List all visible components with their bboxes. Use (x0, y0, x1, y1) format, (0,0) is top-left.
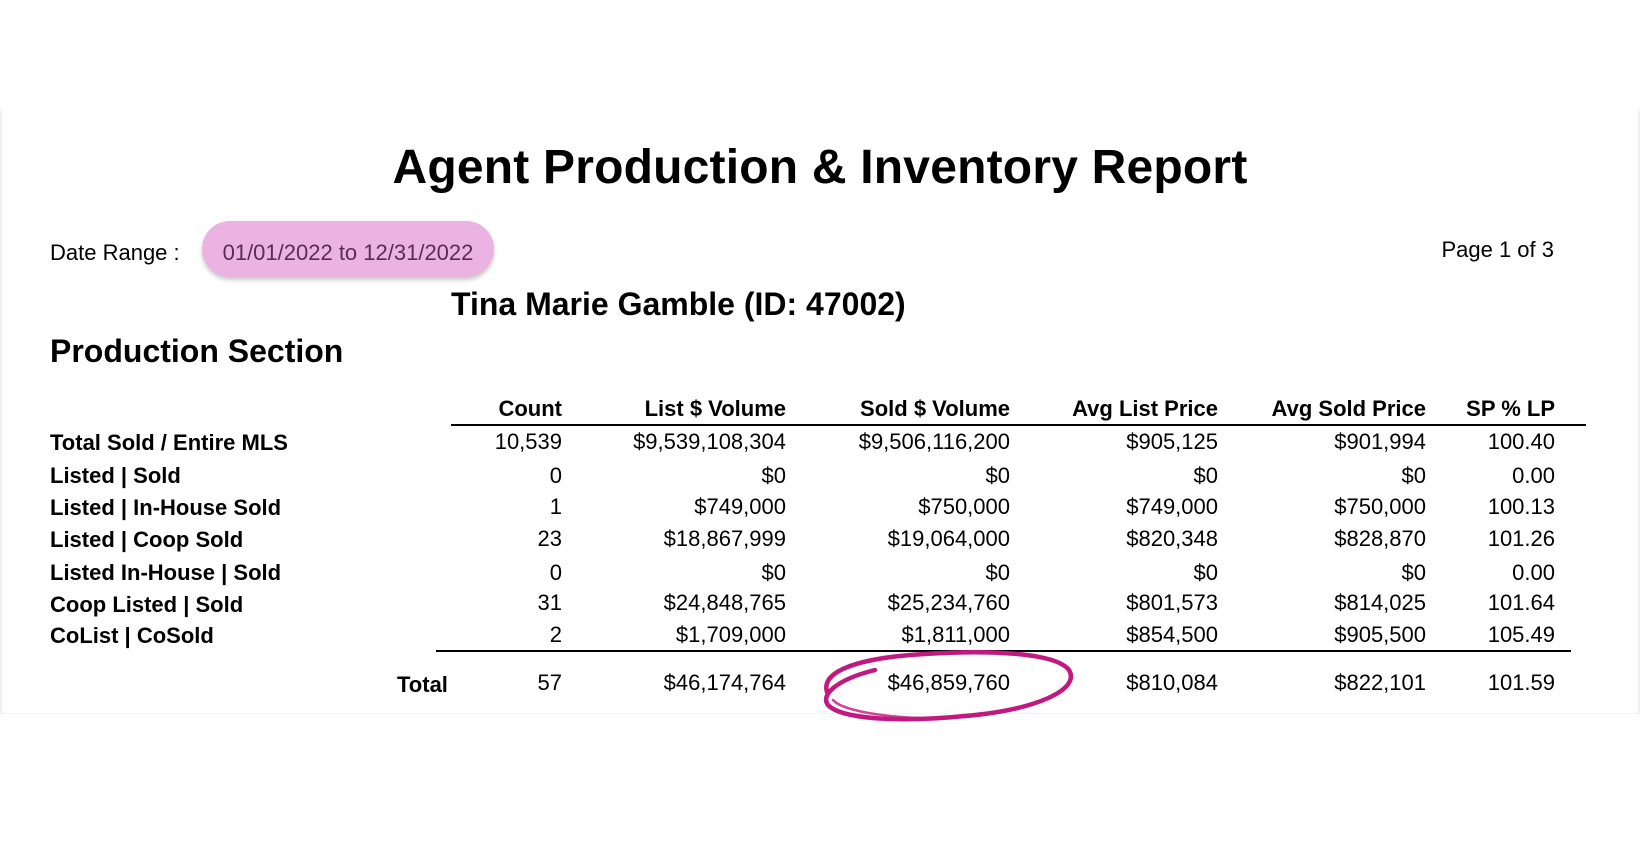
table-cell-sold-volume: $25,234,760 (887, 590, 1010, 615)
table-cell-avg-list-price: $820,348 (1126, 526, 1218, 551)
report-page (0, 111, 1640, 714)
table-cell-list-volume: $24,848,765 (663, 590, 786, 615)
table-cell-avg-list-price: $0 (1193, 463, 1218, 488)
table-cell-sp-lp: 101.64 (1487, 590, 1555, 615)
table-cell-sold-volume: $1,811,000 (901, 622, 1010, 647)
table-cell-avg-sold-price: $0 (1401, 560, 1426, 585)
table-cell-avg-list-price: $801,573 (1126, 590, 1218, 615)
table-cell-sp-lp: 100.13 (1487, 494, 1555, 519)
table-cell-avg-sold-price: $0 (1401, 463, 1426, 488)
row-label: Listed | Sold (50, 463, 181, 488)
table-cell-avg-sold-price: $901,994 (1334, 429, 1426, 454)
table-cell-count: 0 (549, 463, 562, 488)
total-sp-lp: 101.59 (1487, 670, 1555, 695)
table-cell-avg-sold-price: $750,000 (1334, 494, 1426, 519)
table-cell-count: 0 (549, 560, 562, 585)
table-cell-count: 2 (549, 622, 562, 647)
total-avg-list-price: $810,084 (1126, 670, 1218, 695)
total-label: Total (397, 672, 448, 697)
table-cell-count: 23 (537, 526, 562, 551)
table-cell-sold-volume: $19,064,000 (887, 526, 1010, 551)
row-label: Total Sold / Entire MLS (50, 430, 288, 455)
column-header-list-volume: List $ Volume (644, 396, 786, 421)
table-cell-sp-lp: 101.26 (1487, 526, 1555, 551)
table-cell-sp-lp: 105.49 (1487, 622, 1555, 647)
date-range-label: Date Range : (50, 240, 180, 265)
column-header-avg-list-price: Avg List Price (1072, 396, 1218, 421)
table-cell-list-volume: $0 (761, 463, 786, 488)
table-cell-avg-sold-price: $814,025 (1334, 590, 1426, 615)
column-header-avg-sold-price: Avg Sold Price (1271, 396, 1426, 421)
date-range-highlight (202, 221, 494, 277)
table-cell-count: 10,539 (494, 429, 562, 454)
total-list-volume: $46,174,764 (663, 670, 786, 695)
page-indicator: Page 1 of 3 (1441, 237, 1554, 262)
table-cell-sold-volume: $9,506,116,200 (858, 429, 1010, 454)
total-avg-sold-price: $822,101 (1334, 670, 1426, 695)
agent-name: Tina Marie Gamble (ID: 47002) (451, 286, 906, 322)
table-cell-sold-volume: $0 (985, 560, 1010, 585)
row-label: CoList | CoSold (50, 623, 214, 648)
table-cell-avg-list-price: $749,000 (1126, 494, 1218, 519)
total-sold-volume: $46,859,760 (887, 670, 1010, 695)
row-label: Listed | In-House Sold (50, 495, 282, 520)
table-cell-sp-lp: 0.00 (1512, 463, 1555, 488)
column-header-sp-lp: SP % LP (1466, 396, 1555, 421)
column-header-sold-volume: Sold $ Volume (860, 396, 1010, 421)
table-cell-count: 1 (549, 494, 562, 519)
total-divider (436, 650, 1571, 652)
row-label: Listed In-House | Sold (50, 560, 282, 585)
total-count: 57 (537, 670, 562, 695)
table-cell-list-volume: $9,539,108,304 (633, 429, 786, 454)
section-title: Production Section (50, 333, 344, 369)
row-label: Listed | Coop Sold (50, 527, 244, 552)
table-cell-list-volume: $1,709,000 (675, 622, 786, 647)
table-cell-sold-volume: $750,000 (918, 494, 1010, 519)
row-label: Coop Listed | Sold (50, 592, 244, 617)
header-divider (451, 424, 1586, 426)
table-cell-avg-list-price: $905,125 (1126, 429, 1218, 454)
table-cell-avg-list-price: $854,500 (1126, 622, 1218, 647)
table-cell-avg-sold-price: $905,500 (1334, 622, 1426, 647)
table-cell-sp-lp: 100.40 (1487, 429, 1555, 454)
table-cell-list-volume: $749,000 (694, 494, 786, 519)
report-title: Agent Production & Inventory Report (392, 141, 1248, 194)
table-cell-list-volume: $18,867,999 (663, 526, 786, 551)
table-cell-list-volume: $0 (761, 560, 786, 585)
table-cell-avg-sold-price: $828,870 (1334, 526, 1426, 551)
table-cell-sp-lp: 0.00 (1512, 560, 1555, 585)
table-cell-count: 31 (537, 590, 562, 615)
table-cell-avg-list-price: $0 (1193, 560, 1218, 585)
date-range-value: 01/01/2022 to 12/31/2022 (222, 240, 474, 265)
column-header-count: Count (498, 396, 562, 421)
table-cell-sold-volume: $0 (985, 463, 1010, 488)
